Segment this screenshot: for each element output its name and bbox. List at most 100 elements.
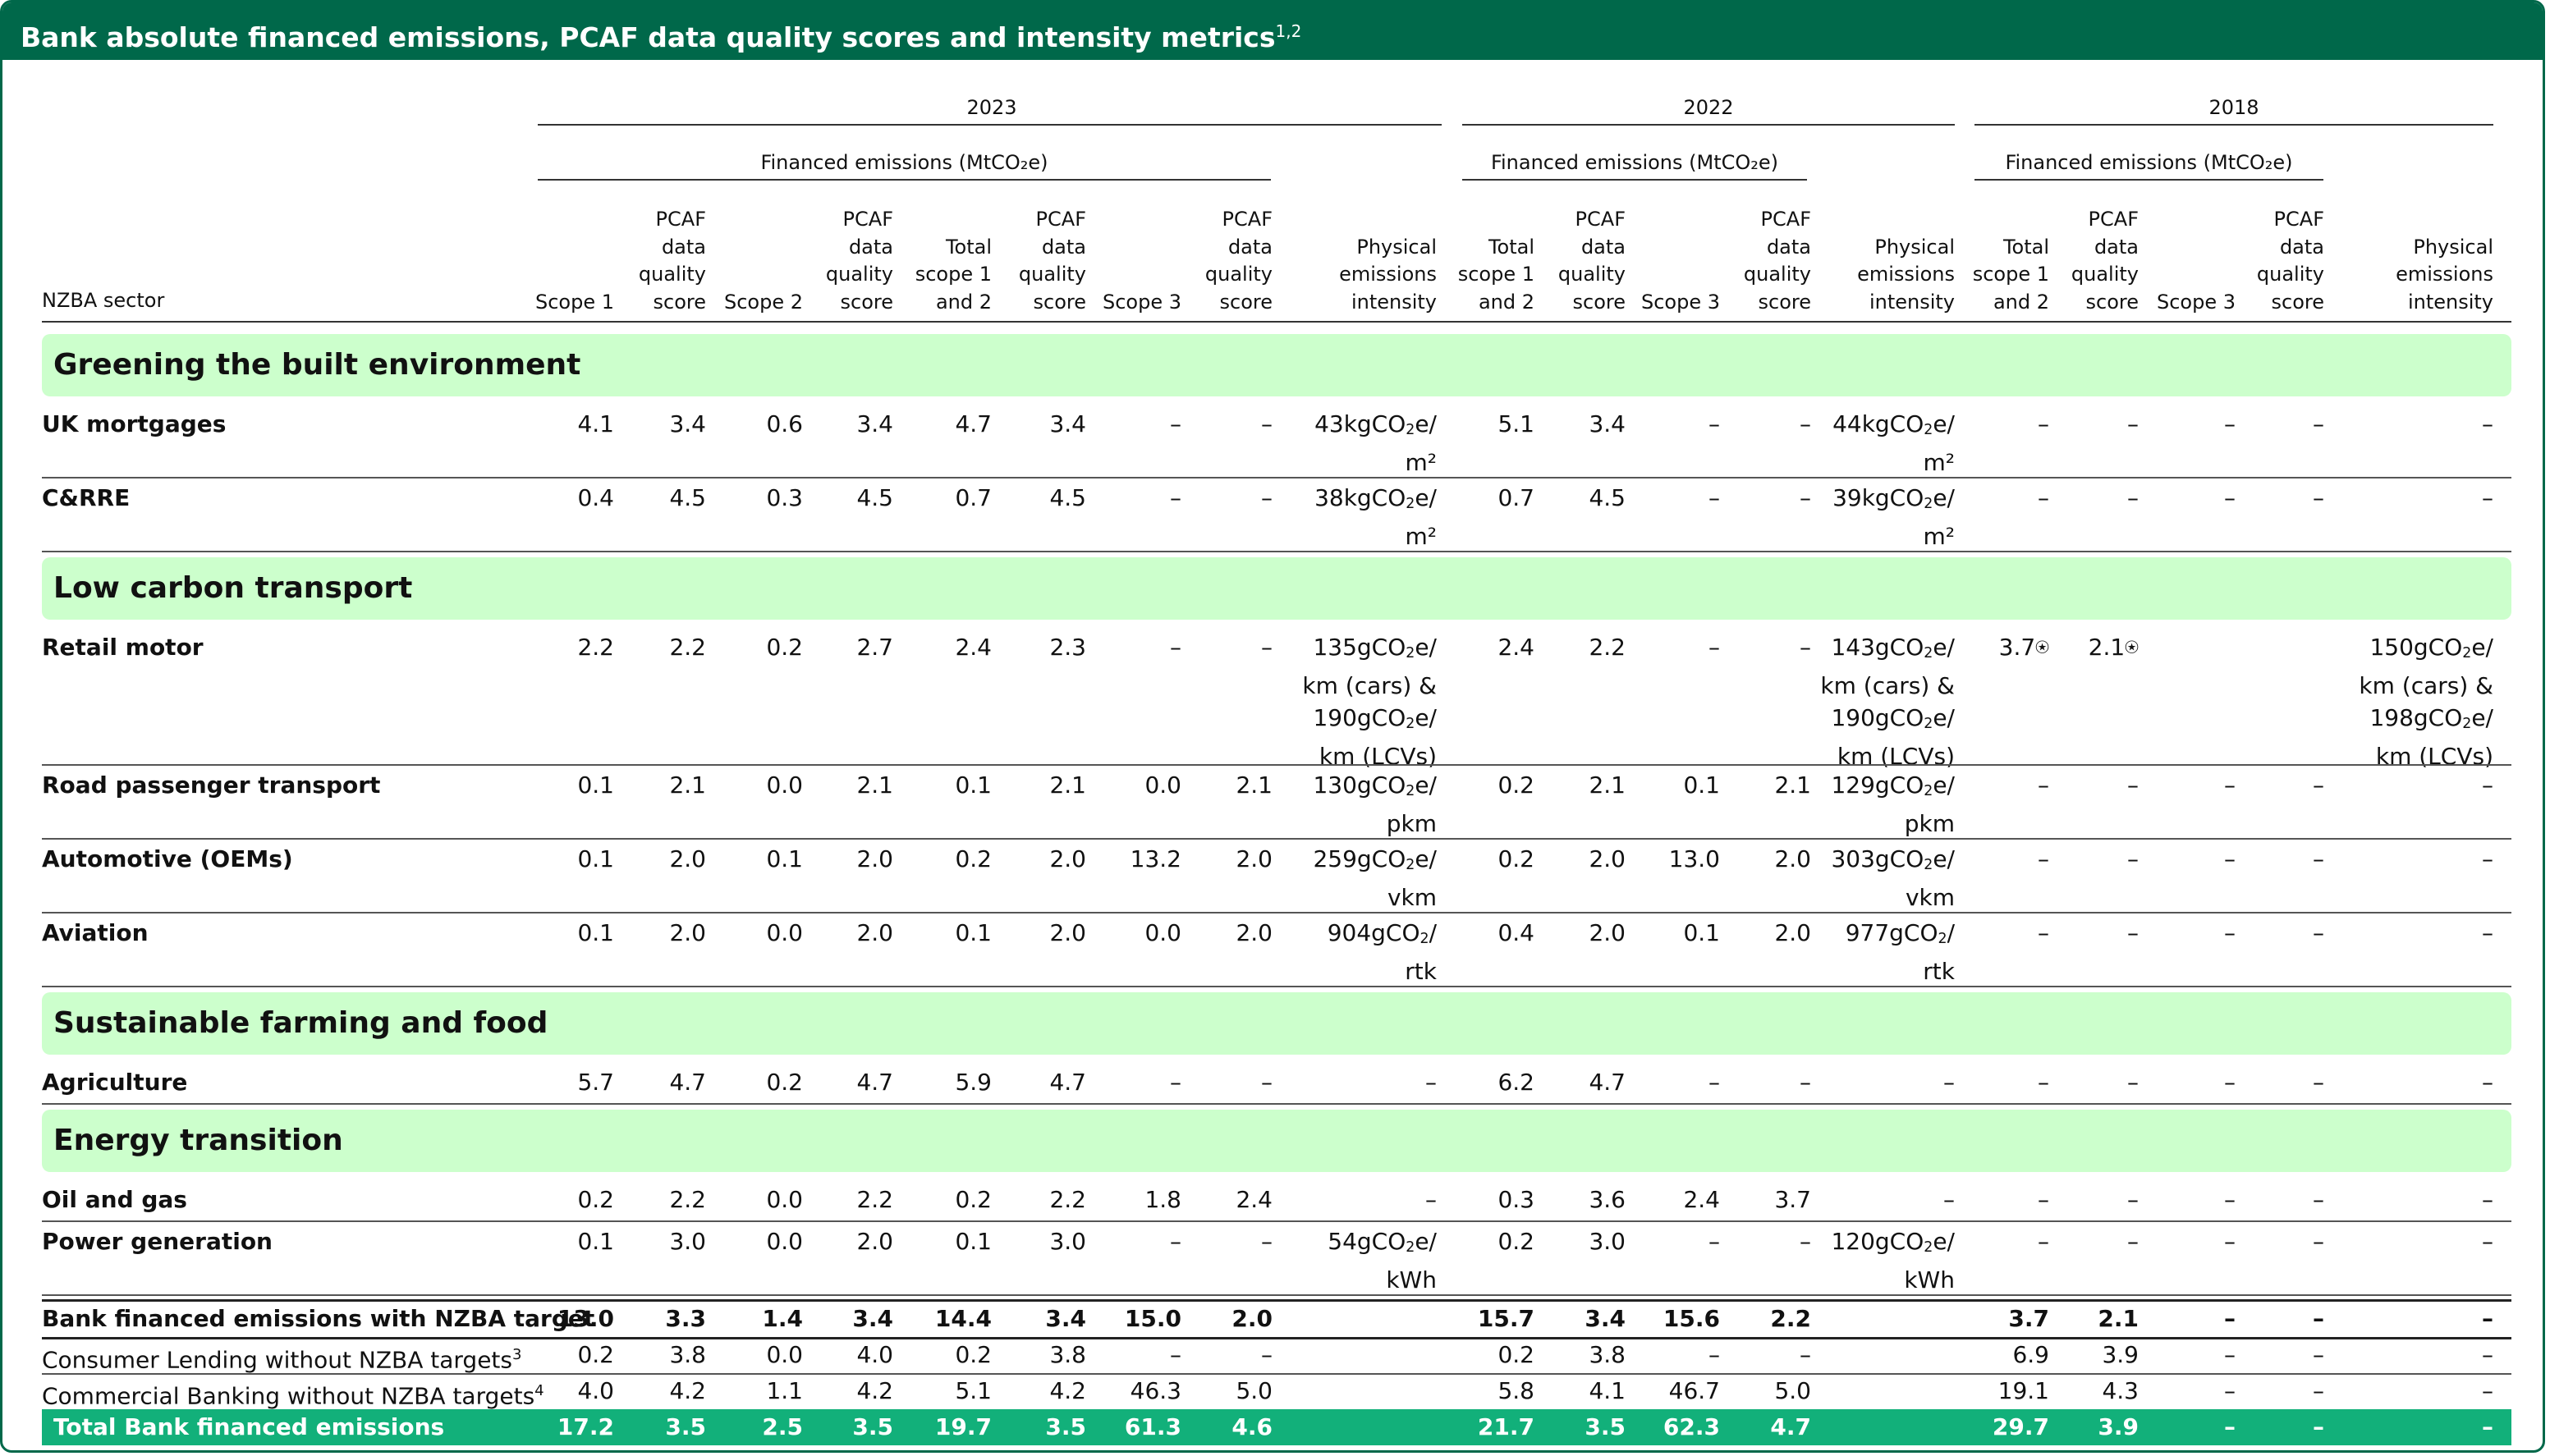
table-cell: –: [2482, 1069, 2493, 1096]
table-cell: 2.7: [856, 634, 893, 661]
table-cell: –: [2127, 1186, 2139, 1213]
table-cell: 4.7: [856, 1069, 893, 1096]
table-cell: 2.3: [1049, 634, 1086, 661]
table-cell: 2.0: [1236, 845, 1273, 872]
table-cell: 0.0: [766, 1186, 803, 1213]
table-cell: 3.9: [2098, 1413, 2139, 1440]
row-label: Consumer Lending without NZBA targets3: [42, 1346, 522, 1374]
table-title: Bank absolute financed emissions, PCAF d…: [2, 2, 2543, 60]
table-cell: 0.4: [1497, 919, 1534, 946]
column-header: Total scope 1 and 2: [915, 235, 992, 314]
title-footnote: 1,2: [1275, 21, 1302, 41]
table-cell: 3.5: [852, 1413, 893, 1440]
table-cell: –: [1708, 1228, 1720, 1255]
column-header: PCAF data quality score: [2071, 208, 2139, 314]
table-cell: –: [1800, 1069, 1811, 1096]
table-cell: 120gCO2e/kWh: [1831, 1228, 1955, 1294]
table-cell: 3.4: [856, 410, 893, 437]
table-cell: 2.1: [1049, 771, 1086, 799]
table-cell: 0.1: [577, 919, 614, 946]
sector-band: Greening the built environment: [42, 334, 2511, 396]
table-cell: 3.4: [852, 1305, 893, 1332]
year-2018-rule: [1974, 124, 2493, 126]
table-cell: 3.4: [669, 410, 706, 437]
table-cell: 15.6: [1663, 1305, 1720, 1332]
table-cell: –: [1261, 1069, 1273, 1096]
table-cell: –: [2313, 1377, 2324, 1404]
financed-2018-header: Financed emissions (MtCO₂e): [2005, 151, 2293, 174]
row-label: Total Bank financed emissions: [53, 1413, 445, 1440]
table-cell: 5.0: [1774, 1377, 1811, 1404]
column-header: PCAF data quality score: [638, 208, 706, 314]
sector-band: Energy transition: [42, 1110, 2511, 1172]
table-cell: –: [2224, 1341, 2236, 1368]
table-cell: 0.0: [766, 771, 803, 799]
table-cell: 3.5: [1045, 1413, 1086, 1440]
table-cell: –: [2482, 1305, 2493, 1332]
table-cell: 4.0: [856, 1341, 893, 1368]
table-cell: 3.5: [665, 1413, 706, 1440]
table-cell: 17.2: [557, 1413, 614, 1440]
table-cell: 904gCO2/rtk: [1327, 919, 1437, 986]
table-cell: –: [1170, 484, 1181, 511]
table-cell: 0.2: [577, 1186, 614, 1213]
table-cell: –: [2127, 919, 2139, 946]
table-cell: –: [2313, 1341, 2324, 1368]
table-cell: –: [2127, 410, 2139, 437]
table-cell: 4.2: [856, 1377, 893, 1404]
table-cell: 6.9: [2012, 1341, 2049, 1368]
table-cell: 2.2: [669, 1186, 706, 1213]
table-cell: –: [2482, 1186, 2493, 1213]
table-cell: –: [2482, 484, 2493, 511]
table-cell: 4.2: [1049, 1377, 1086, 1404]
table-cell: 61.3: [1124, 1413, 1181, 1440]
row-label: Oil and gas: [42, 1186, 187, 1213]
table-cell: 3.8: [1589, 1341, 1626, 1368]
table-cell: –: [2127, 484, 2139, 511]
table-cell: 5.7: [577, 1069, 614, 1096]
table-cell: 0.0: [766, 919, 803, 946]
table-cell: 62.3: [1663, 1413, 1720, 1440]
table-cell: 0.1: [955, 919, 992, 946]
table-cell: –: [1708, 634, 1720, 661]
table-cell: 2.2: [577, 634, 614, 661]
table-cell: –: [2313, 1305, 2324, 1332]
table-cell: –: [2127, 771, 2139, 799]
sector-band: Sustainable farming and food: [42, 992, 2511, 1055]
table-cell: 4.7: [1770, 1413, 1811, 1440]
financed-2023-header: Financed emissions (MtCO₂e): [760, 151, 1048, 174]
table-cell: 3.7⍟: [1998, 634, 2049, 661]
row-divider: [42, 477, 2511, 478]
row-label: Automotive (OEMs): [42, 845, 293, 872]
table-cell: 54gCO2e/kWh: [1328, 1228, 1437, 1294]
table-cell: 4.5: [1589, 484, 1626, 511]
table-cell: –: [1170, 634, 1181, 661]
sector-band: Low carbon transport: [42, 557, 2511, 620]
table-cell: –: [2313, 845, 2324, 872]
table-cell: –: [2482, 771, 2493, 799]
table-cell: 0.0: [766, 1228, 803, 1255]
row-footnote: 3: [512, 1346, 522, 1363]
table-cell: –: [2127, 1228, 2139, 1255]
row-label: C&RRE: [42, 484, 131, 511]
table-cell: 2.4: [1683, 1186, 1720, 1213]
row-footnote: 4: [534, 1382, 544, 1399]
table-cell: 2.1: [2098, 1305, 2139, 1332]
table-cell: –: [2224, 771, 2236, 799]
table-cell: –: [2224, 1069, 2236, 1096]
table-cell: 303gCO2e/vkm: [1831, 845, 1955, 912]
table-cell: 2.4: [1236, 1186, 1273, 1213]
table-cell: –: [1261, 410, 1273, 437]
table-cell: –: [2038, 484, 2049, 511]
table-cell: 5.8: [1497, 1377, 1534, 1404]
table-cell: 2.1: [1774, 771, 1811, 799]
table-cell: 3.4: [1585, 1305, 1626, 1332]
table-cell: 259gCO2e/vkm: [1313, 845, 1437, 912]
row-divider: [42, 838, 2511, 840]
table-cell: 2.0: [856, 1228, 893, 1255]
table-cell: 2.2: [856, 1186, 893, 1213]
table-cell: 0.1: [577, 1228, 614, 1255]
row-label: Aviation: [42, 919, 149, 946]
column-header: Scope 3: [1640, 290, 1720, 314]
table-cell: 2.0: [669, 845, 706, 872]
